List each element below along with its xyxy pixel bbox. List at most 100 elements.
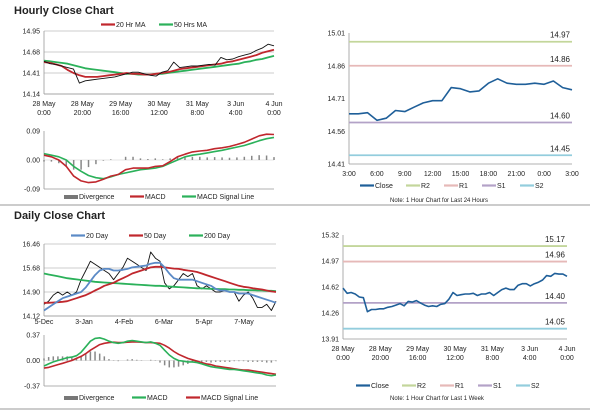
weekly-y-tick-label: 14.62: [321, 285, 339, 292]
weekly-level-label-r1: 14.96: [545, 251, 566, 260]
hourly-24h-legend-label: R1: [459, 183, 468, 190]
hourly-price-x-tick-label: 3 Jun: [227, 101, 244, 108]
hourly-24h-x-tick-label: 3:00: [342, 171, 356, 178]
daily-price-x-tick-label: 5-Dec: [35, 319, 54, 326]
daily-macd-legend-label: MACD: [147, 395, 168, 402]
hourly-24h-legend-label: S2: [535, 183, 544, 190]
hourly-24h-x-tick-label: 9:00: [398, 171, 412, 178]
daily-macd-y-tick-label: -0.37: [24, 384, 40, 391]
hourly-24h-level-label-r1: 14.86: [550, 55, 571, 64]
weekly-y-tick-label: 15.32: [321, 233, 339, 240]
hourly-macd-legend-swatch: [64, 195, 78, 199]
daily-price-x-tick-label: 3-Jan: [75, 319, 93, 326]
daily-200day-line: [43, 272, 277, 292]
daily-price-legend-label: 200 Day: [204, 233, 231, 240]
hourly-macd-y-tick-label: 0.00: [26, 158, 40, 165]
weekly-y-tick-label: 14.26: [321, 311, 339, 318]
daily-price-x-tick-label: 7-May: [234, 319, 254, 326]
daily-price-y-tick-label: 14.90: [22, 290, 40, 297]
weekly-x-tick-label: 4 Jun: [558, 346, 575, 353]
weekly-legend-label: R1: [455, 383, 464, 390]
hourly-price-x-tick-label: 30 May: [148, 101, 171, 108]
hourly-price-x-tick-label: 29 May: [109, 101, 132, 108]
hourly-price-y-tick-label: 14.68: [22, 50, 40, 57]
weekly-level-label-s1: 14.40: [545, 292, 566, 301]
hourly-24h-level-label-s2: 14.45: [550, 144, 571, 153]
hourly-24h-x-tick-label: 0:00: [537, 171, 551, 178]
hourly-24h-legend-label: Close: [375, 183, 393, 190]
hourly-24h-y-tick-label: 14.56: [327, 129, 345, 136]
hourly-price-x-tick-label: 20:00: [74, 110, 92, 117]
hourly-price-x-tick-label: 4:00: [229, 110, 243, 117]
hourly-price-y-tick-label: 14.95: [22, 29, 40, 36]
hourly-price-x-tick-label: 12:00: [150, 110, 168, 117]
hourly-24h-y-tick-label: 15.01: [327, 31, 345, 38]
hourly-price-x-tick-label: 4 Jun: [265, 101, 282, 108]
daily-price-y-tick-label: 16.46: [22, 242, 40, 249]
hourly-price-legend-label: 50 Hrs MA: [174, 22, 207, 29]
weekly-x-tick-label: 28 May: [332, 346, 355, 353]
weekly-legend-label: S2: [531, 383, 540, 390]
hourly-close-line: [43, 43, 275, 84]
weekly-note: Note: 1 Hour Chart for Last 1 Week: [390, 396, 485, 402]
hourly-price-x-tick-label: 0:00: [267, 110, 281, 117]
daily-macd-signal-line: [43, 341, 277, 376]
weekly-level-label-r2: 15.17: [545, 235, 566, 244]
hourly-ma20-line: [43, 48, 275, 78]
daily-50day-line: [44, 265, 277, 304]
weekly-level-label-s2: 14.05: [545, 318, 566, 327]
daily-macd-y-tick-label: 0.37: [26, 333, 40, 340]
daily-price-y-tick-label: 14.12: [22, 314, 40, 321]
weekly-legend-label: Close: [371, 383, 389, 390]
weekly-x-tick-label: 12:00: [446, 355, 464, 362]
daily-price-legend-label: 50 Day: [144, 233, 167, 240]
hourly-price-y-tick-label: 14.14: [22, 92, 40, 99]
weekly-x-tick-label: 4:00: [523, 355, 537, 362]
hourly-price-x-tick-label: 28 May: [33, 101, 56, 108]
hourly-24h-close-line: [349, 78, 573, 122]
hourly-24h-legend-label: R2: [421, 183, 430, 190]
weekly-legend-label: R2: [417, 383, 426, 390]
weekly-x-tick-label: 30 May: [444, 346, 467, 353]
hourly-24h-x-tick-label: 15:00: [452, 171, 470, 178]
hourly-macd-y-tick-label: -0.09: [24, 187, 40, 194]
hourly-24h-legend-label: S1: [497, 183, 506, 190]
hourly-macd-legend-label: MACD Signal Line: [197, 194, 254, 201]
hourly-macd-legend-label: Divergence: [79, 194, 115, 201]
weekly-x-tick-label: 29 May: [406, 346, 429, 353]
hourly-24h-level-label-s1: 14.60: [550, 112, 571, 121]
hourly-price-x-tick-label: 0:00: [37, 110, 51, 117]
hourly-macd-y-tick-label: 0.09: [26, 129, 40, 136]
hourly-24h-x-tick-label: 6:00: [370, 171, 384, 178]
daily-macd-y-tick-label: 0.00: [26, 358, 40, 365]
hourly-macd-macd-line: [43, 133, 275, 184]
daily-price-x-tick-label: 6-Mar: [155, 319, 174, 326]
hourly-macd-legend-label: MACD: [145, 194, 166, 201]
weekly-y-tick-label: 14.97: [321, 259, 339, 266]
hourly-24h-x-tick-label: 12:00: [424, 171, 442, 178]
daily-price-x-tick-label: 5-Apr: [195, 319, 213, 326]
daily-price-x-tick-label: 4-Feb: [115, 319, 133, 326]
daily-macd-macd-line: [43, 336, 277, 377]
hourly-24h-x-tick-label: 18:00: [480, 171, 498, 178]
hourly-chart-title: Hourly Close Chart: [14, 5, 114, 17]
hourly-price-x-tick-label: 16:00: [112, 110, 130, 117]
daily-macd-legend-label: Divergence: [79, 395, 115, 402]
weekly-x-tick-label: 28 May: [369, 346, 392, 353]
hourly-24h-y-tick-label: 14.41: [327, 162, 345, 169]
weekly-x-tick-label: 20:00: [372, 355, 390, 362]
hourly-price-legend-label: 20 Hr MA: [116, 22, 146, 29]
hourly-24h-x-tick-label: 21:00: [507, 171, 525, 178]
daily-chart-title: Daily Close Chart: [14, 210, 105, 222]
hourly-24h-note: Note: 1 Hour Chart for Last 24 Hours: [390, 198, 488, 204]
weekly-close-line: [342, 272, 568, 313]
hourly-24h-y-tick-label: 14.86: [327, 63, 345, 70]
hourly-price-y-tick-label: 14.41: [22, 71, 40, 78]
daily-20day-line: [43, 261, 277, 312]
hourly-24h-y-tick-label: 14.71: [327, 96, 345, 103]
daily-price-y-tick-label: 15.68: [22, 266, 40, 273]
hourly-price-x-tick-label: 8:00: [191, 110, 205, 117]
weekly-x-tick-label: 0:00: [336, 355, 350, 362]
weekly-x-tick-label: 3 Jun: [521, 346, 538, 353]
